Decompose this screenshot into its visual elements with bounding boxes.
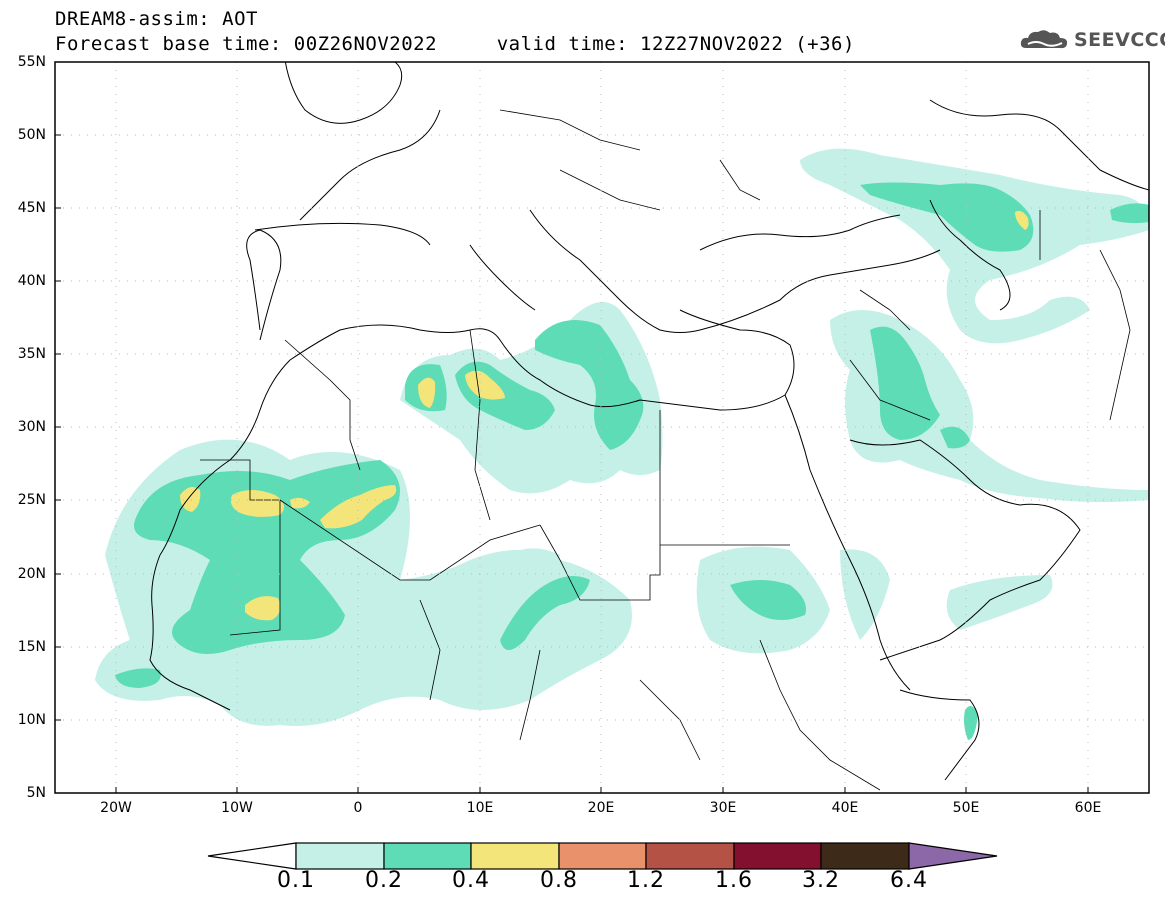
- lon-label: 10E: [466, 800, 494, 816]
- lat-label: 10N: [17, 712, 46, 728]
- colorbar-segment: [645, 842, 735, 870]
- lat-label: 5N: [26, 785, 46, 801]
- colorbar-label: 3.2: [802, 868, 840, 893]
- lat-label: 40N: [17, 273, 46, 289]
- map-title: DREAM8-assim: AOT: [55, 8, 258, 30]
- coastlines: [149, 62, 1149, 781]
- lat-label: 30N: [17, 419, 46, 435]
- colorbar-label: 0.1: [277, 868, 315, 893]
- lon-label: 10W: [221, 800, 253, 816]
- country-borders: [200, 109, 1131, 791]
- lon-label: 50E: [952, 800, 980, 816]
- logo-text: SEEVCCC: [1074, 29, 1165, 51]
- colorbar-label: 0.2: [365, 868, 403, 893]
- lat-label: 25N: [17, 492, 46, 508]
- colorbar-lower-arrow: [207, 842, 297, 870]
- lon-label: 30E: [709, 800, 737, 816]
- colorbar-label: 6.4: [890, 868, 928, 893]
- lon-label: 20E: [587, 800, 615, 816]
- aot-level-0-4-fill: [180, 210, 1029, 621]
- lon-label: 20W: [100, 800, 132, 816]
- colorbar-segment: [558, 842, 647, 870]
- colorbar-segment: [733, 842, 822, 870]
- seevccc-logo: SEEVCCC: [1018, 26, 1165, 54]
- colorbar-label: 1.2: [627, 868, 665, 893]
- colorbar-segment: [820, 842, 910, 870]
- lon-label: 0: [353, 800, 363, 816]
- lat-label: 45N: [17, 200, 46, 216]
- colorbar-segment: [295, 842, 385, 870]
- colorbar-label: 0.4: [452, 868, 490, 893]
- lon-label: 40E: [831, 800, 859, 816]
- colorbar-label: 1.6: [715, 868, 753, 893]
- colorbar: [207, 842, 998, 870]
- lon-label: 60E: [1074, 800, 1102, 816]
- lat-label: 15N: [17, 639, 46, 655]
- axis-ticks: [55, 134, 1089, 793]
- colorbar-segment: [383, 842, 472, 870]
- map-subtitle: Forecast base time: 00Z26NOV2022 valid t…: [55, 33, 855, 55]
- colorbar-upper-arrow: [908, 842, 998, 870]
- cloud-logo-icon: [1020, 30, 1068, 49]
- lat-label: 20N: [17, 566, 46, 582]
- lat-label: 35N: [17, 346, 46, 362]
- lat-label: 50N: [17, 127, 46, 143]
- colorbar-segment: [470, 842, 560, 870]
- colorbar-label: 0.8: [540, 868, 578, 893]
- lat-label: 55N: [17, 54, 46, 70]
- aot-contours: [95, 148, 1149, 740]
